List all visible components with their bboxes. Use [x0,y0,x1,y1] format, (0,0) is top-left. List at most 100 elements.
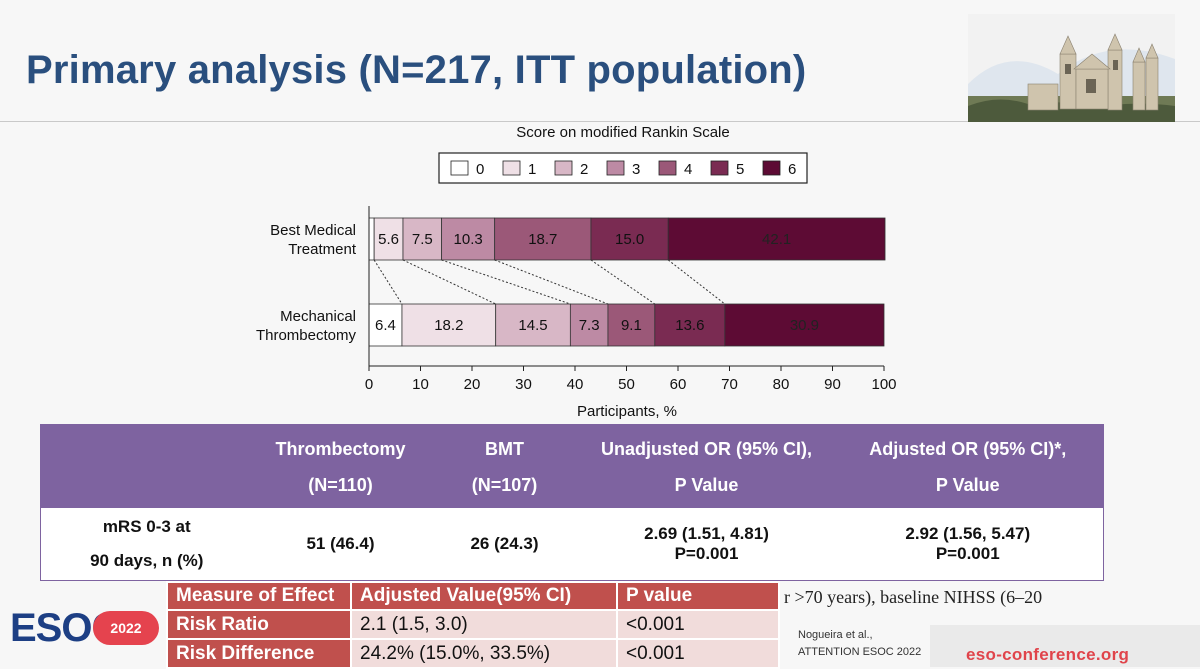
group-label: Best Medical [270,222,356,239]
x-tick-label: 30 [515,376,532,393]
table-row: mRS 0-3 at 90 days, n (%) 51 (46.4) 26 (2… [40,507,1104,581]
header-thrombectomy: Thrombectomy (N=110) [252,424,429,508]
header-adjusted-or: Adjusted OR (95% CI)*, P Value [832,424,1104,508]
legend-swatch-2 [554,160,573,176]
legend-label-0: 0 [476,161,484,178]
effect-p-value: <0.001 [616,609,780,640]
x-axis-label: Participants, % [577,403,677,420]
bar-data-label: 18.2 [434,317,463,334]
x-tick-label: 60 [670,376,687,393]
legend-title: Score on modified Rankin Scale [516,124,729,141]
bar-data-label: 9.1 [621,317,642,334]
citation-line: ATTENTION ESOC 2022 [798,646,922,658]
bar-data-label: 5.6 [378,231,399,248]
header-unadjusted-or: Unadjusted OR (95% CI), P Value [580,424,833,508]
x-axis: 0 10 20 30 40 50 60 70 80 90 100 [365,206,897,393]
group-label: Thrombectomy [256,327,357,344]
x-tick-label: 70 [721,376,738,393]
effect-value: 2.1 (1.5, 3.0) [350,609,618,640]
legend-swatch-1 [502,160,521,176]
legend-swatch-0 [450,160,469,176]
esoc-year-badge: 2022 [93,611,159,645]
group-label: Treatment [288,241,357,258]
bar-segment-mrs-1 [401,303,497,347]
effect-header-measure: Measure of Effect [166,581,352,611]
row-label: mRS 0-3 at 90 days, n (%) [40,507,253,581]
website-link[interactable]: eso-conference.org [966,645,1130,664]
effect-value: 24.2% (15.0%, 33.5%) [350,638,618,669]
header-bmt: BMT (N=107) [428,424,581,508]
results-header-row: Thrombectomy (N=110) BMT (N=107) Unadjuste… [40,424,1104,508]
effect-p-value: <0.001 [616,638,780,669]
bar-segment-mrs-3 [441,217,496,261]
bar-data-label: 7.5 [412,231,433,248]
bar-data-label: 15.0 [615,231,644,248]
bar-data-label: 10.3 [454,231,483,248]
footer-band [930,625,1200,667]
bar-segment-mrs-2 [495,303,571,347]
x-tick-label: 50 [618,376,635,393]
group-label: Mechanical [280,308,356,325]
bar-data-label: 13.6 [675,317,704,334]
slide-title: Primary analysis (N=217, ITT population) [26,48,807,92]
effect-header-value: Adjusted Value(95% CI) [350,581,618,611]
connector-line [667,259,726,305]
table-row: Risk Ratio 2.1 (1.5, 3.0) <0.001 [166,609,780,640]
effect-label: Risk Difference [166,638,352,669]
header-empty [40,424,253,508]
cell-unadjusted-or: 2.69 (1.51, 4.81) P=0.001 [580,507,833,581]
citation-line: Nogueira et al., [798,629,873,641]
legend-swatch-6 [762,160,781,176]
effect-label: Risk Ratio [166,609,352,640]
legend-items: 0 1 2 3 4 5 6 [450,160,796,178]
bar-data-label: 7.3 [579,317,600,334]
x-tick-label: 90 [824,376,841,393]
bar-segment-mrs-4 [607,303,656,347]
bar-data-label: 30.9 [790,317,819,334]
cathedral-image [968,14,1175,122]
cell-bmt: 26 (24.3) [428,507,581,581]
legend-label-4: 4 [684,161,692,178]
bar-segment-mrs-0 [368,217,375,261]
legend-swatch-5 [710,160,729,176]
x-tick-label: 40 [567,376,584,393]
connector-line [494,259,609,305]
bar-segment-mrs-1 [373,217,404,261]
legend-swatch-4 [658,160,677,176]
legend-label-1: 1 [528,161,536,178]
x-tick-label: 100 [871,376,896,393]
connector-line [441,259,571,305]
bar-segment-mrs-6 [667,217,886,261]
bar-data-label: 6.4 [375,317,396,334]
x-tick-label: 10 [412,376,429,393]
table-row: Risk Difference 24.2% (15.0%, 33.5%) <0.… [166,638,780,669]
cell-thrombectomy: 51 (46.4) [252,507,429,581]
bar-segment-mrs-5 [654,303,726,347]
bars: Best Medical Treatment 5.6 7.5 10.3 18.7 15.0 4… [256,217,886,347]
connector-line [402,259,496,305]
legend-swatch-3 [606,160,625,176]
effect-header-p: P value [616,581,780,611]
effect-table: Measure of Effect Adjusted Value(95% CI)… [166,581,780,669]
citation: Nogueira et al., ATTENTION ESOC 2022 [798,627,921,661]
bar-segment-mrs-3 [569,303,609,347]
title-divider [0,121,1200,122]
legend-label-2: 2 [580,161,588,178]
bar-data-label: 14.5 [518,317,547,334]
legend-label-6: 6 [788,161,796,178]
connector-line [373,259,403,305]
x-tick-label: 0 [365,376,373,393]
legend-label-3: 3 [632,161,640,178]
bar-segment-mrs-0 [368,303,403,347]
footnote-fragment: r >70 years), baseline NIHSS (6–20 [784,587,1043,607]
results-table: Thrombectomy (N=110) BMT (N=107) Unadjuste… [40,424,1104,581]
legend-box [438,152,808,184]
legend-label-5: 5 [736,161,744,178]
bar-segment-mrs-5 [590,217,669,261]
bar-data-label: 42.1 [762,231,791,248]
x-tick-label: 80 [773,376,790,393]
bar-segment-mrs-6 [724,303,885,347]
bar-data-label: 18.7 [528,231,557,248]
effect-header-row: Measure of Effect Adjusted Value(95% CI)… [166,581,780,611]
cell-adjusted-or: 2.92 (1.56, 5.47) P=0.001 [832,507,1104,581]
